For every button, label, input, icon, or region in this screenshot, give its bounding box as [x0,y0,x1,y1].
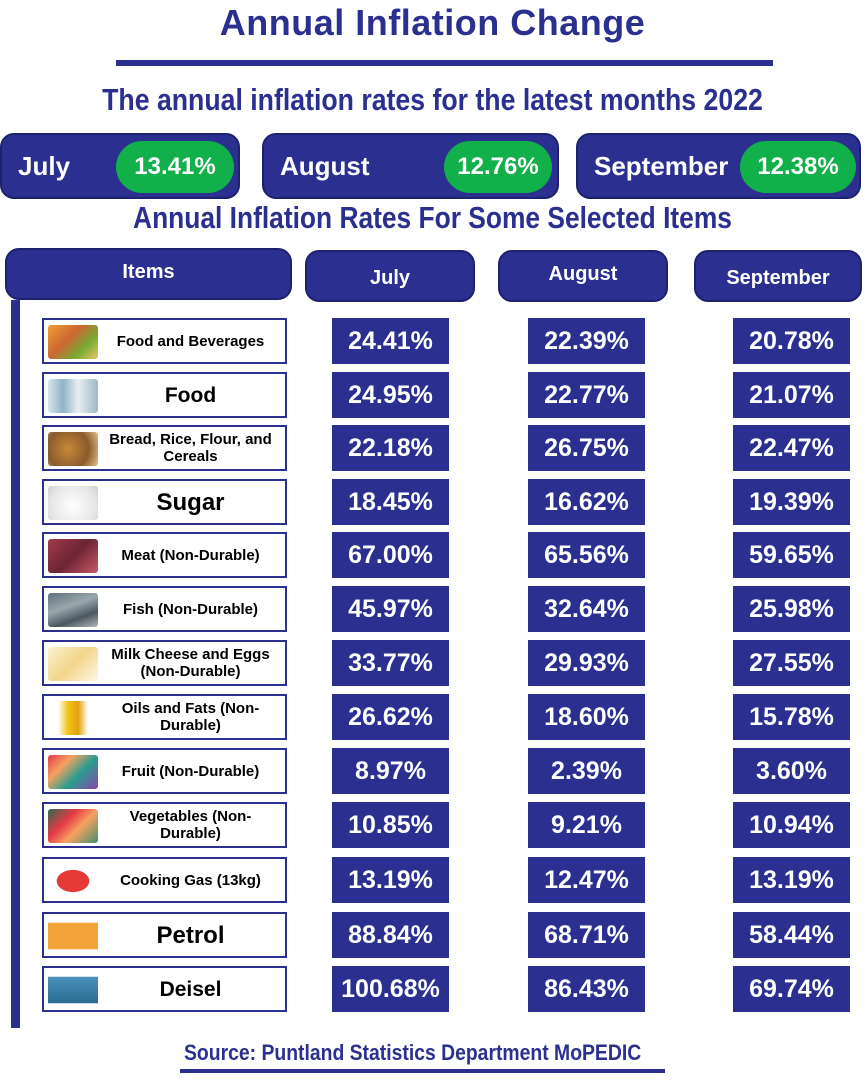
rate-cell-august: 65.56% [528,532,645,578]
rate-cell-september: 13.19% [733,857,850,903]
item-name: Cooking Gas (13kg) [120,871,261,889]
header-july: July [305,250,475,302]
rate-cell-august: 16.62% [528,479,645,525]
rate-cell-july: 45.97% [332,586,449,632]
item-name: Food and Beverages [116,332,265,350]
rate-cell-august: 22.39% [528,318,645,364]
rate-cell-september: 20.78% [733,318,850,364]
rate-cell-september: 58.44% [733,912,850,958]
diesel-pump-icon [48,973,98,1007]
header-august: August [498,250,668,302]
food-icon [48,379,98,413]
rate-cell-september: 59.65% [733,532,850,578]
rate-cell-august: 32.64% [528,586,645,632]
title-underline [116,60,773,66]
rate-cell-august: 9.21% [528,802,645,848]
month-name: August [280,151,370,181]
rate-cell-august: 86.43% [528,966,645,1012]
page-subtitle: The annual inflation rates for the lates… [102,82,763,117]
item-label-box: Oils and Fats (Non-Durable) [42,694,287,740]
month-name: July [18,151,71,181]
header-items: Items [5,248,292,300]
rate-cell-august: 22.77% [528,372,645,418]
rate-cell-september: 69.74% [733,966,850,1012]
rate-cell-july: 8.97% [332,748,449,794]
item-label-box: Meat (Non-Durable) [42,532,287,578]
rate-cell-july: 24.95% [332,372,449,418]
item-label-box: Food [42,372,287,418]
item-label-box: Fish (Non-Durable) [42,586,287,632]
month-name: September [594,151,729,181]
meat-icon [48,539,98,573]
rate-cell-august: 68.71% [528,912,645,958]
item-label-box: Deisel [42,966,287,1012]
rate-cell-july: 26.62% [332,694,449,740]
rate-cell-september: 15.78% [733,694,850,740]
rate-cell-july: 18.45% [332,479,449,525]
rate-cell-september: 25.98% [733,586,850,632]
item-label-box: Vegetables (Non-Durable) [42,802,287,848]
rate-cell-august: 12.47% [528,857,645,903]
rate-cell-september: 10.94% [733,802,850,848]
rate-cell-july: 88.84% [332,912,449,958]
item-name: Fruit (Non-Durable) [121,762,260,780]
oil-icon [48,701,98,735]
source-note: Source: Puntland Statistics Department M… [184,1040,642,1065]
rate-cell-september: 19.39% [733,479,850,525]
rate-cell-july: 10.85% [332,802,449,848]
month-card-july: July 13.41% [0,133,240,199]
fruit-icon [48,755,98,789]
rate-cell-august: 26.75% [528,425,645,471]
item-name: Milk Cheese and Eggs (Non-Durable) [111,646,270,680]
rate-cell-july: 67.00% [332,532,449,578]
item-name: Oils and Fats (Non-Durable) [121,700,260,734]
source-underline [180,1069,665,1073]
rate-cell-july: 33.77% [332,640,449,686]
rate-cell-july: 13.19% [332,857,449,903]
rate-cell-august: 29.93% [528,640,645,686]
item-label-box: Milk Cheese and Eggs (Non-Durable) [42,640,287,686]
rate-cell-september: 22.47% [733,425,850,471]
month-card-september: September 12.38% [576,133,861,199]
vegetables-icon [48,809,98,843]
item-label-box: Bread, Rice, Flour, and Cereals [42,425,287,471]
fish-icon [48,593,98,627]
rate-cell-august: 18.60% [528,694,645,740]
item-name: Bread, Rice, Flour, and Cereals [109,431,272,465]
rate-cell-july: 24.41% [332,318,449,364]
item-name: Meat (Non-Durable) [121,546,260,564]
item-label-box: Petrol [42,912,287,958]
item-label-box: Sugar [42,479,287,525]
month-rate-badge: 12.76% [444,141,552,193]
rate-cell-july: 22.18% [332,425,449,471]
month-rate-badge: 13.41% [116,141,234,193]
month-rate-badge: 12.38% [740,141,856,193]
food-beverages-icon [48,325,98,359]
month-card-august: August 12.76% [262,133,559,199]
rate-cell-september: 3.60% [733,748,850,794]
items-rail [11,300,20,1028]
sugar-icon [48,486,98,520]
item-label-box: Cooking Gas (13kg) [42,857,287,903]
item-name: Food [164,383,217,407]
bread-icon [48,432,98,466]
petrol-pump-icon [48,919,98,953]
item-name: Fish (Non-Durable) [123,600,258,618]
header-september: September [694,250,862,302]
page-title: Annual Inflation Change [219,2,646,43]
gas-cylinder-icon [48,864,98,898]
item-label-box: Food and Beverages [42,318,287,364]
rate-cell-july: 100.68% [332,966,449,1012]
section-title: Annual Inflation Rates For Some Selected… [133,200,732,235]
item-name: Sugar [156,488,225,516]
item-name: Vegetables (Non-Durable) [129,808,252,842]
item-label-box: Fruit (Non-Durable) [42,748,287,794]
item-name: Deisel [159,977,222,1001]
rate-cell-september: 27.55% [733,640,850,686]
item-name: Petrol [156,921,225,949]
rate-cell-august: 2.39% [528,748,645,794]
milk-icon [48,647,98,681]
rate-cell-september: 21.07% [733,372,850,418]
